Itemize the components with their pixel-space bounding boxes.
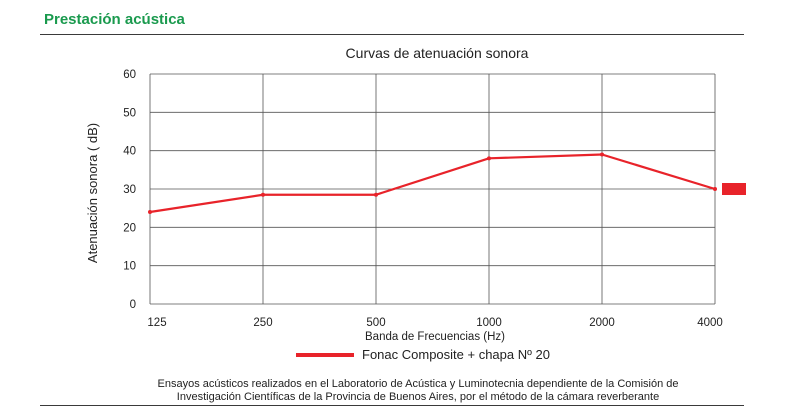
legend-label: Fonac Composite + chapa Nº 20 (362, 347, 550, 362)
legend: Fonac Composite + chapa Nº 20 (296, 347, 550, 362)
data-point (148, 210, 152, 214)
x-tick-label: 4000 (697, 317, 723, 329)
x-tick-label: 500 (366, 317, 385, 329)
x-tick-label: 250 (253, 317, 272, 329)
data-point (374, 192, 378, 197)
footnote: Ensayos acústicos realizados en el Labor… (140, 378, 696, 404)
top-divider (40, 34, 744, 35)
data-point (261, 192, 265, 197)
y-tick-label: 20 (123, 222, 136, 234)
x-tick-label: 2000 (589, 317, 615, 329)
y-tick-label: 30 (123, 184, 136, 196)
x-tick-label: 125 (147, 317, 166, 329)
chart-axes: 0 10 20 30 40 50 60 125 250 500 1000 2000 4000 (123, 69, 723, 329)
footnote-line-2: Investigación Científicas de la Provinci… (176, 391, 660, 403)
x-axis-label: Banda de Frecuencias (Hz) (365, 331, 505, 343)
legend-swatch (296, 353, 354, 357)
chart-series (148, 152, 746, 214)
series-line (149, 153, 716, 214)
y-tick-label: 10 (123, 261, 136, 273)
data-point (600, 152, 604, 157)
y-tick-label: 60 (123, 69, 136, 81)
footnote-line-1: Ensayos acústicos realizados en el Labor… (157, 378, 679, 390)
data-point (713, 187, 717, 191)
y-tick-label: 40 (123, 146, 136, 158)
y-tick-label: 0 (130, 299, 136, 311)
y-axis-label: Atenuación sonora ( dB) (85, 123, 100, 263)
bottom-divider (40, 405, 744, 406)
value-marker (722, 183, 746, 195)
x-tick-label: 1000 (476, 317, 502, 329)
y-tick-label: 50 (123, 107, 136, 119)
chart-grid (149, 73, 716, 305)
section-title: Prestación acústica (44, 11, 185, 28)
chart-title: Curvas de atenuación sonora (346, 45, 529, 61)
data-point (487, 156, 491, 161)
